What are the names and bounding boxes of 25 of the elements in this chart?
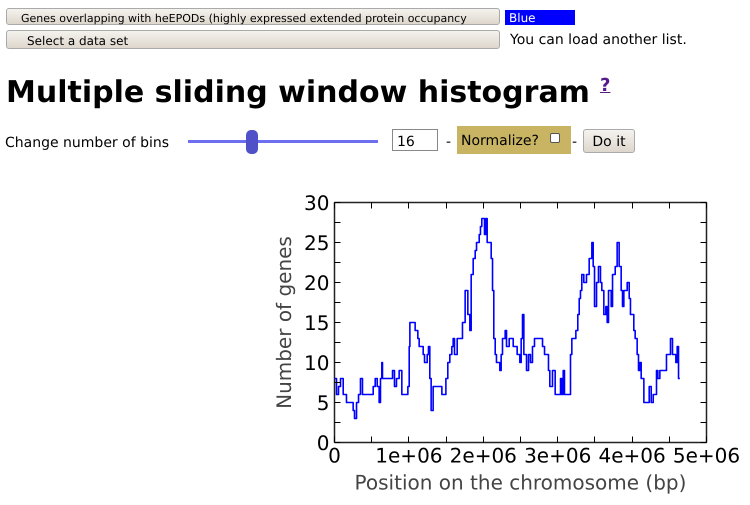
y-tick-label: 25	[304, 231, 330, 255]
text: 16	[392, 129, 438, 151]
x-axis-title: Position on the chromosome (bp)	[354, 470, 686, 494]
x-tick-label: 1e+06	[375, 444, 443, 468]
y-axis-title: Number of genes	[272, 236, 296, 409]
text: Genes overlapping with heEPODs (highly expressed extended protein occupancy	[6, 8, 500, 25]
text: Select a data set	[6, 30, 500, 49]
x-tick-label: 3e+06	[524, 444, 592, 468]
text: Change number of bins	[5, 134, 170, 153]
x-tick-label: 2e+06	[450, 444, 517, 468]
y-tick-label: 10	[304, 351, 330, 375]
text: -	[572, 133, 578, 152]
text: Blue	[505, 10, 575, 25]
x-tick-label: 4e+06	[598, 444, 666, 468]
y-tick-label: 20	[304, 271, 330, 295]
x-tick-label: 5e+06	[672, 444, 740, 468]
text: You can load another list.	[510, 31, 687, 50]
text: Do it	[583, 129, 635, 153]
y-tick-label: 15	[304, 311, 330, 335]
text: Normalize?	[457, 126, 571, 154]
chart-title: Multiple sliding window histogram	[6, 75, 590, 110]
y-tick-label: 5	[316, 391, 330, 415]
text: ?	[600, 75, 610, 96]
text: -	[446, 133, 452, 152]
y-tick-label: 30	[304, 191, 330, 215]
